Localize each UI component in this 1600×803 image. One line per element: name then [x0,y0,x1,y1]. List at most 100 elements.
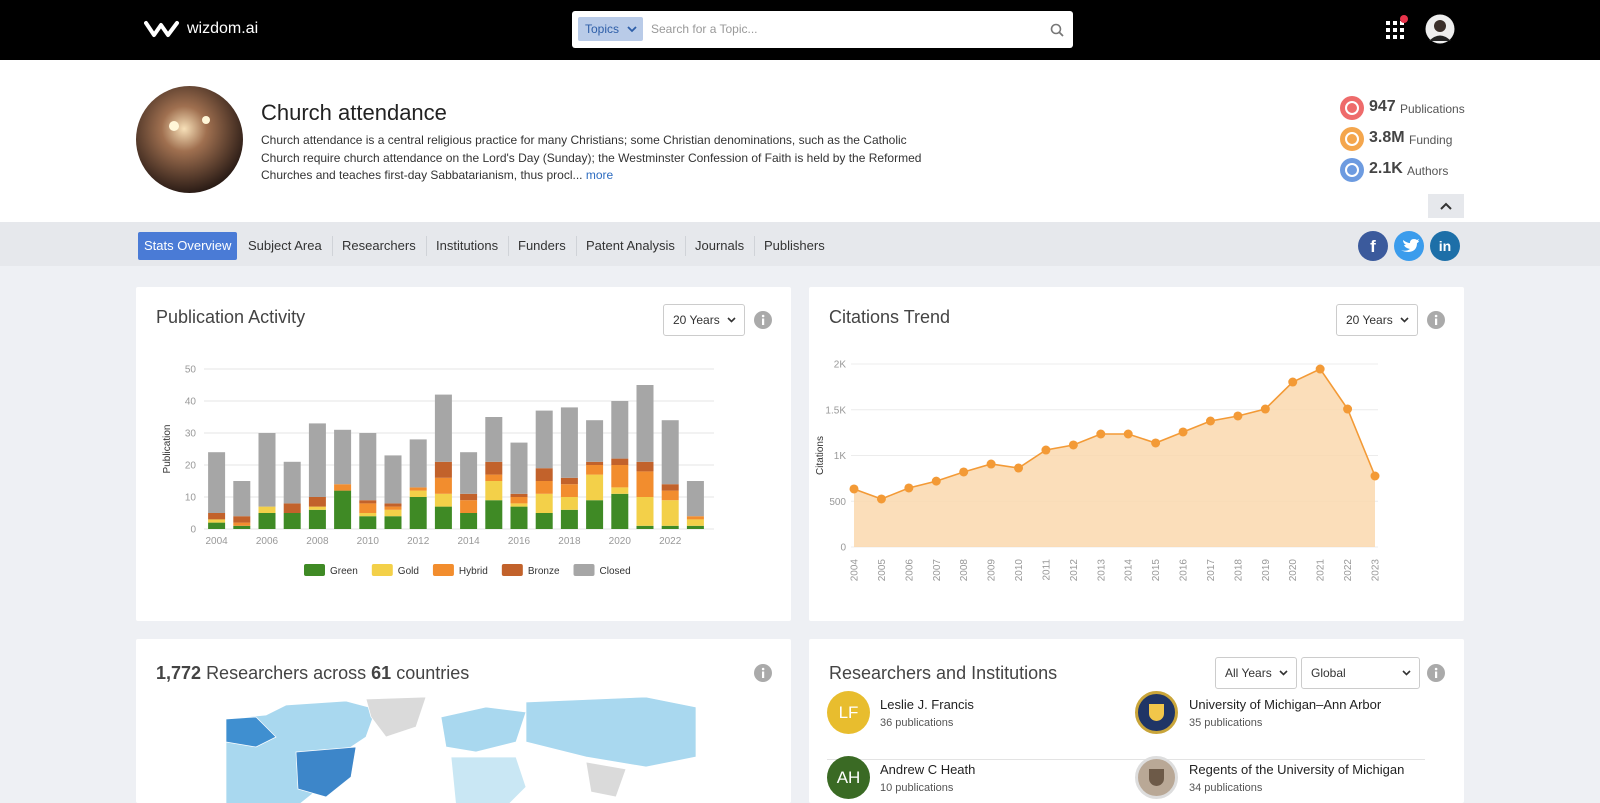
select-value: Global [1311,666,1346,680]
search-input[interactable]: Search for a Topic... [651,22,758,36]
researcher-avatar[interactable]: AH [827,756,870,799]
card-title: Publication Activity [156,307,306,327]
legend-swatch [573,564,595,576]
institution-name[interactable]: Regents of the University of Michigan [1189,762,1405,777]
bar-segment [485,417,503,462]
legend-label: Hybrid [459,566,488,577]
bar-segment [409,439,427,488]
institution-logo[interactable] [1135,691,1178,734]
tab[interactable]: Institutions [436,238,499,253]
logo-mark [144,21,179,37]
bar-segment [535,513,553,529]
point [1178,427,1188,437]
info-icon[interactable] [754,664,772,682]
bar-segment [586,461,604,465]
bar-segment [460,493,478,501]
search-box: Topics Search for a Topic... [572,11,1073,48]
search-icon[interactable] [1050,23,1064,37]
point [1123,429,1133,439]
researcher-name[interactable]: Andrew C Heath [880,762,976,777]
x-tick-label: 2016 [1179,559,1190,582]
apps-icon[interactable] [1384,15,1408,41]
facebook-button[interactable] [1358,231,1388,261]
institution-name[interactable]: University of Michigan–Ann Arbor [1189,697,1382,712]
bar-segment [611,458,629,465]
twitter-bird [1401,239,1419,252]
bar-segment [586,500,604,529]
point [849,484,859,494]
legend-swatch [501,564,523,576]
bar-segment [560,484,578,497]
period-select[interactable]: 20 Years [663,304,745,336]
stat-label: Publications [1400,102,1465,116]
researcher-name[interactable]: Leslie J. Francis [880,697,974,712]
bar-segment [384,516,402,529]
bar-segment [510,493,528,497]
y-tick-label: 1K [834,451,847,462]
bar-segment [334,490,352,529]
x-tick-label: 2016 [508,536,531,547]
x-tick-label: 2017 [1206,559,1217,582]
tab[interactable]: Funders [518,238,566,253]
more-link[interactable]: more [585,168,614,182]
point [1096,429,1106,439]
card-title: Researchers and Institutions [829,663,1058,683]
bar-segment [661,484,679,491]
tab[interactable]: Subject Area [248,238,322,253]
bar-segment [283,513,301,529]
bar-segment [510,506,528,529]
info-icon[interactable] [754,311,772,329]
stat-icon-inner [1345,101,1359,115]
bar-segment [560,477,578,485]
y-tick-label: 20 [185,461,197,472]
area-chart: 0 500 1K 1.5K 2K Citations 2004 2005 2006 2007 200… [815,360,1382,582]
collapse-button[interactable] [1428,194,1464,218]
divider [827,759,1425,760]
bar-segment [334,484,352,491]
search-filter[interactable]: Topics [578,17,643,41]
years-select[interactable]: All Years [1215,657,1297,689]
y-tick-label: 0 [840,543,846,554]
stat-icon [1340,127,1364,151]
select-value: 20 Years [1346,313,1393,327]
logo-text[interactable]: wizdom.ai [187,20,259,37]
bar-segment [611,401,629,459]
linkedin-button[interactable] [1430,231,1460,261]
point [1014,463,1024,473]
bar-segment [686,516,704,520]
info-icon[interactable] [1427,311,1445,329]
user-avatar[interactable] [1425,14,1455,44]
point [986,459,996,469]
topic-title: Church attendance [261,100,447,125]
info-icon[interactable] [1427,664,1445,682]
bar-segment [409,497,427,529]
tab[interactable]: Patent Analysis [586,238,675,253]
bar-segment [636,385,654,462]
researcher-avatar[interactable]: LF [827,691,870,734]
point [876,494,886,504]
x-tick-label: 2006 [904,559,915,582]
bar-segment [208,522,226,529]
legend-swatch [371,564,393,576]
tab[interactable]: Publishers [764,238,825,253]
point [904,483,914,493]
tab-active[interactable]: Stats Overview [138,232,238,260]
bar-segment [434,394,452,462]
bar-chart: 0 10 20 30 40 50 Publication 2004 2006 2008 2010 20… [162,365,714,577]
bar-segment [661,500,679,526]
bar-segment [308,506,326,510]
bar-segment [686,525,704,529]
title-text: Researchers across [206,663,367,683]
tab[interactable]: Journals [695,238,745,253]
period-select[interactable]: 20 Years [1336,304,1418,336]
tab[interactable]: Researchers [342,238,416,253]
select-value: All Years [1225,666,1272,680]
x-tick-label: 2010 [357,536,380,547]
bar-segment [409,490,427,497]
bar-segment [359,433,377,501]
topic-image [136,86,243,193]
publication-card: Publication Activity 20 Years 0 10 20 30 40 5… [136,287,791,621]
institution-logo[interactable] [1135,756,1178,799]
region-select[interactable]: Global [1301,657,1420,689]
bar-segment [586,465,604,475]
